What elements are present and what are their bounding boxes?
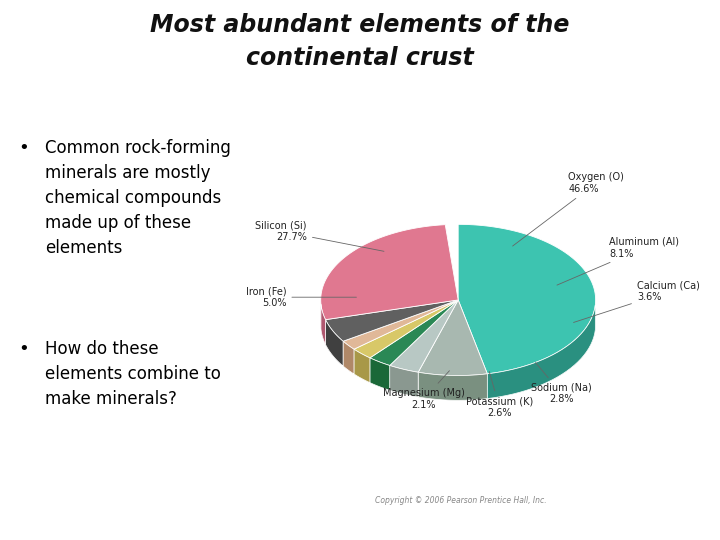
Polygon shape — [390, 366, 418, 397]
Text: Iron (Fe)
5.0%: Iron (Fe) 5.0% — [246, 286, 356, 308]
Text: Silicon (Si)
27.7%: Silicon (Si) 27.7% — [256, 220, 384, 251]
Polygon shape — [370, 358, 390, 390]
Text: Common rock-forming
minerals are mostly
chemical compounds
made up of these
elem: Common rock-forming minerals are mostly … — [45, 139, 230, 257]
Polygon shape — [458, 224, 595, 374]
Polygon shape — [325, 320, 343, 366]
Polygon shape — [418, 300, 487, 375]
Text: Sodium (Na)
2.8%: Sodium (Na) 2.8% — [531, 362, 592, 404]
Polygon shape — [320, 298, 325, 345]
Polygon shape — [370, 358, 390, 390]
Polygon shape — [343, 341, 354, 374]
Text: Oxygen (O)
46.6%: Oxygen (O) 46.6% — [513, 172, 624, 246]
Text: Potassium (K)
2.6%: Potassium (K) 2.6% — [466, 372, 533, 418]
Polygon shape — [487, 298, 595, 399]
Text: Most abundant elements of the: Most abundant elements of the — [150, 14, 570, 37]
Polygon shape — [390, 300, 458, 372]
Polygon shape — [354, 349, 370, 383]
Polygon shape — [418, 372, 487, 400]
Text: •: • — [19, 340, 30, 358]
Polygon shape — [320, 225, 458, 320]
Polygon shape — [418, 372, 487, 400]
Text: Copyright © 2006 Pearson Prentice Hall, Inc.: Copyright © 2006 Pearson Prentice Hall, … — [375, 496, 546, 505]
Polygon shape — [354, 349, 370, 383]
Polygon shape — [325, 300, 458, 341]
Polygon shape — [354, 300, 458, 358]
Polygon shape — [343, 300, 458, 349]
Text: How do these
elements combine to
make minerals?: How do these elements combine to make mi… — [45, 340, 220, 408]
Text: •: • — [19, 139, 30, 157]
Text: Magnesium (Mg)
2.1%: Magnesium (Mg) 2.1% — [383, 371, 464, 410]
Polygon shape — [370, 300, 458, 366]
Polygon shape — [343, 341, 354, 374]
Text: Calcium (Ca)
3.6%: Calcium (Ca) 3.6% — [574, 281, 700, 322]
Polygon shape — [325, 320, 343, 366]
Text: continental crust: continental crust — [246, 46, 474, 70]
Polygon shape — [390, 366, 418, 397]
Text: Aluminum (Al)
8.1%: Aluminum (Al) 8.1% — [557, 237, 680, 285]
Polygon shape — [487, 305, 595, 399]
Polygon shape — [321, 304, 325, 345]
